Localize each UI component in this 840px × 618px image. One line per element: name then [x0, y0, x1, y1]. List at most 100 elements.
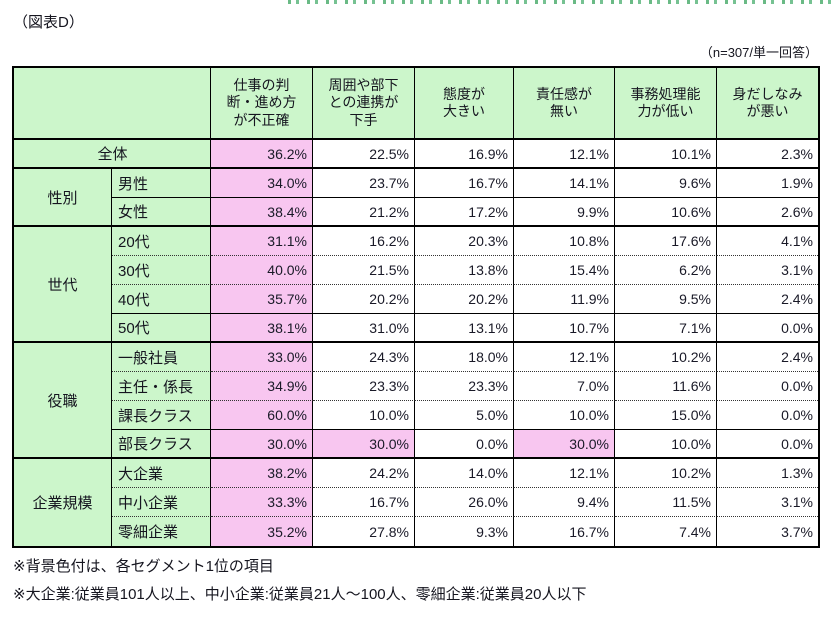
value-cell: 10.0%	[615, 430, 717, 459]
segment-label: 20代	[112, 227, 211, 256]
value-cell: 31.0%	[313, 314, 415, 343]
value-cell: 11.5%	[615, 488, 717, 517]
value-cell: 4.1%	[717, 227, 818, 256]
clipped-title-fragments	[288, 0, 832, 4]
value-cell: 10.8%	[514, 227, 615, 256]
value-cell: 1.3%	[717, 459, 818, 488]
value-cell: 30.0%	[514, 430, 615, 459]
table-row: 企業規模 大企業 38.2% 24.2% 14.0% 12.1% 10.2% 1.3%	[14, 459, 818, 546]
column-header: 事務処理能 力が低い	[615, 68, 717, 140]
value-cell: 12.1%	[514, 459, 615, 488]
table-row: 女性 38.4% 21.2% 17.2% 9.9% 10.6% 2.6%	[14, 198, 818, 227]
table-row: 50代 38.1% 31.0% 13.1% 10.7% 7.1% 0.0%	[14, 314, 818, 343]
column-header: 態度が 大きい	[415, 68, 514, 140]
value-cell: 21.2%	[313, 198, 415, 227]
value-cell: 7.4%	[615, 517, 717, 546]
value-cell: 11.9%	[514, 285, 615, 314]
table-row: 中小企業 33.3% 16.7% 26.0% 9.4% 11.5% 3.1%	[14, 488, 818, 517]
value-cell: 10.7%	[514, 314, 615, 343]
value-cell: 7.0%	[514, 372, 615, 401]
value-cell: 60.0%	[211, 401, 313, 430]
value-cell: 36.2%	[211, 140, 313, 169]
value-cell: 2.6%	[717, 198, 818, 227]
value-cell: 16.7%	[514, 517, 615, 546]
value-cell: 23.3%	[415, 372, 514, 401]
value-cell: 0.0%	[717, 372, 818, 401]
column-header: 責任感が 無い	[514, 68, 615, 140]
value-cell: 17.6%	[615, 227, 717, 256]
value-cell: 3.7%	[717, 517, 818, 546]
value-cell: 20.3%	[415, 227, 514, 256]
value-cell: 0.0%	[717, 401, 818, 430]
value-cell: 9.4%	[514, 488, 615, 517]
table-row: 世代 20代 31.1% 16.2% 20.3% 10.8% 17.6% 4.1%	[14, 227, 818, 343]
column-header: 身だしなみ が悪い	[717, 68, 818, 140]
value-cell: 27.8%	[313, 517, 415, 546]
table-row: 役職 一般社員 33.0% 24.3% 18.0% 12.1% 10.2% 2.4%	[14, 343, 818, 459]
value-cell: 16.7%	[313, 488, 415, 517]
segment-label: 一般社員	[112, 343, 211, 372]
table-row: 零細企業 35.2% 27.8% 9.3% 16.7% 7.4% 3.7%	[14, 517, 818, 546]
footnote-highlight-rule: ※背景色付は、各セグメント1位の項目	[13, 558, 274, 575]
table-row: 課長クラス 60.0% 10.0% 5.0% 10.0% 15.0% 0.0%	[14, 401, 818, 430]
value-cell: 10.2%	[615, 343, 717, 372]
value-cell: 9.9%	[514, 198, 615, 227]
value-cell: 20.2%	[313, 285, 415, 314]
value-cell: 26.0%	[415, 488, 514, 517]
value-cell: 24.3%	[313, 343, 415, 372]
value-cell: 33.3%	[211, 488, 313, 517]
segment-label: 大企業	[112, 459, 211, 488]
value-cell: 35.2%	[211, 517, 313, 546]
segment-label: 男性	[112, 169, 211, 198]
value-cell: 10.1%	[615, 140, 717, 169]
segment-label: 女性	[112, 198, 211, 227]
value-cell: 21.5%	[313, 256, 415, 285]
value-cell: 13.8%	[415, 256, 514, 285]
value-cell: 35.7%	[211, 285, 313, 314]
segment-label: 課長クラス	[112, 401, 211, 430]
group-label: 性別	[14, 169, 112, 227]
value-cell: 15.0%	[615, 401, 717, 430]
value-cell: 34.9%	[211, 372, 313, 401]
value-cell: 2.4%	[717, 343, 818, 372]
segment-label: 40代	[112, 285, 211, 314]
value-cell: 38.4%	[211, 198, 313, 227]
value-cell: 16.7%	[415, 169, 514, 198]
group-label: 世代	[14, 227, 112, 343]
value-cell: 16.2%	[313, 227, 415, 256]
value-cell: 18.0%	[415, 343, 514, 372]
value-cell: 3.1%	[717, 256, 818, 285]
value-cell: 9.6%	[615, 169, 717, 198]
value-cell: 3.1%	[717, 488, 818, 517]
value-cell: 16.9%	[415, 140, 514, 169]
table-corner-cell	[14, 68, 211, 140]
value-cell: 1.9%	[717, 169, 818, 198]
value-cell: 0.0%	[717, 314, 818, 343]
group-label: 役職	[14, 343, 112, 459]
value-cell: 10.0%	[514, 401, 615, 430]
value-cell: 7.1%	[615, 314, 717, 343]
value-cell: 31.1%	[211, 227, 313, 256]
value-cell: 9.5%	[615, 285, 717, 314]
value-cell: 12.1%	[514, 140, 615, 169]
value-cell: 0.0%	[415, 430, 514, 459]
value-cell: 5.0%	[415, 401, 514, 430]
column-header: 仕事の判 断・進め方 が不正確	[211, 68, 313, 140]
value-cell: 13.1%	[415, 314, 514, 343]
value-cell: 2.3%	[717, 140, 818, 169]
segment-label: 零細企業	[112, 517, 211, 546]
value-cell: 33.0%	[211, 343, 313, 372]
value-cell: 17.2%	[415, 198, 514, 227]
segment-label: 主任・係長	[112, 372, 211, 401]
survey-crosstab-table: 仕事の判 断・進め方 が不正確 周囲や部下 との連携が 下手 態度が 大きい 責任感が…	[12, 66, 820, 548]
table-row: 部長クラス 30.0% 30.0% 0.0% 30.0% 10.0% 0.0%	[14, 430, 818, 459]
value-cell: 14.1%	[514, 169, 615, 198]
table-row: 主任・係長 34.9% 23.3% 23.3% 7.0% 11.6% 0.0%	[14, 372, 818, 401]
figure-label: （図表D）	[13, 14, 84, 31]
value-cell: 15.4%	[514, 256, 615, 285]
segment-label: 30代	[112, 256, 211, 285]
value-cell: 10.0%	[313, 401, 415, 430]
table-row: 性別 男性 34.0% 23.7% 16.7% 14.1% 9.6% 1.9%	[14, 169, 818, 227]
value-cell: 20.2%	[415, 285, 514, 314]
